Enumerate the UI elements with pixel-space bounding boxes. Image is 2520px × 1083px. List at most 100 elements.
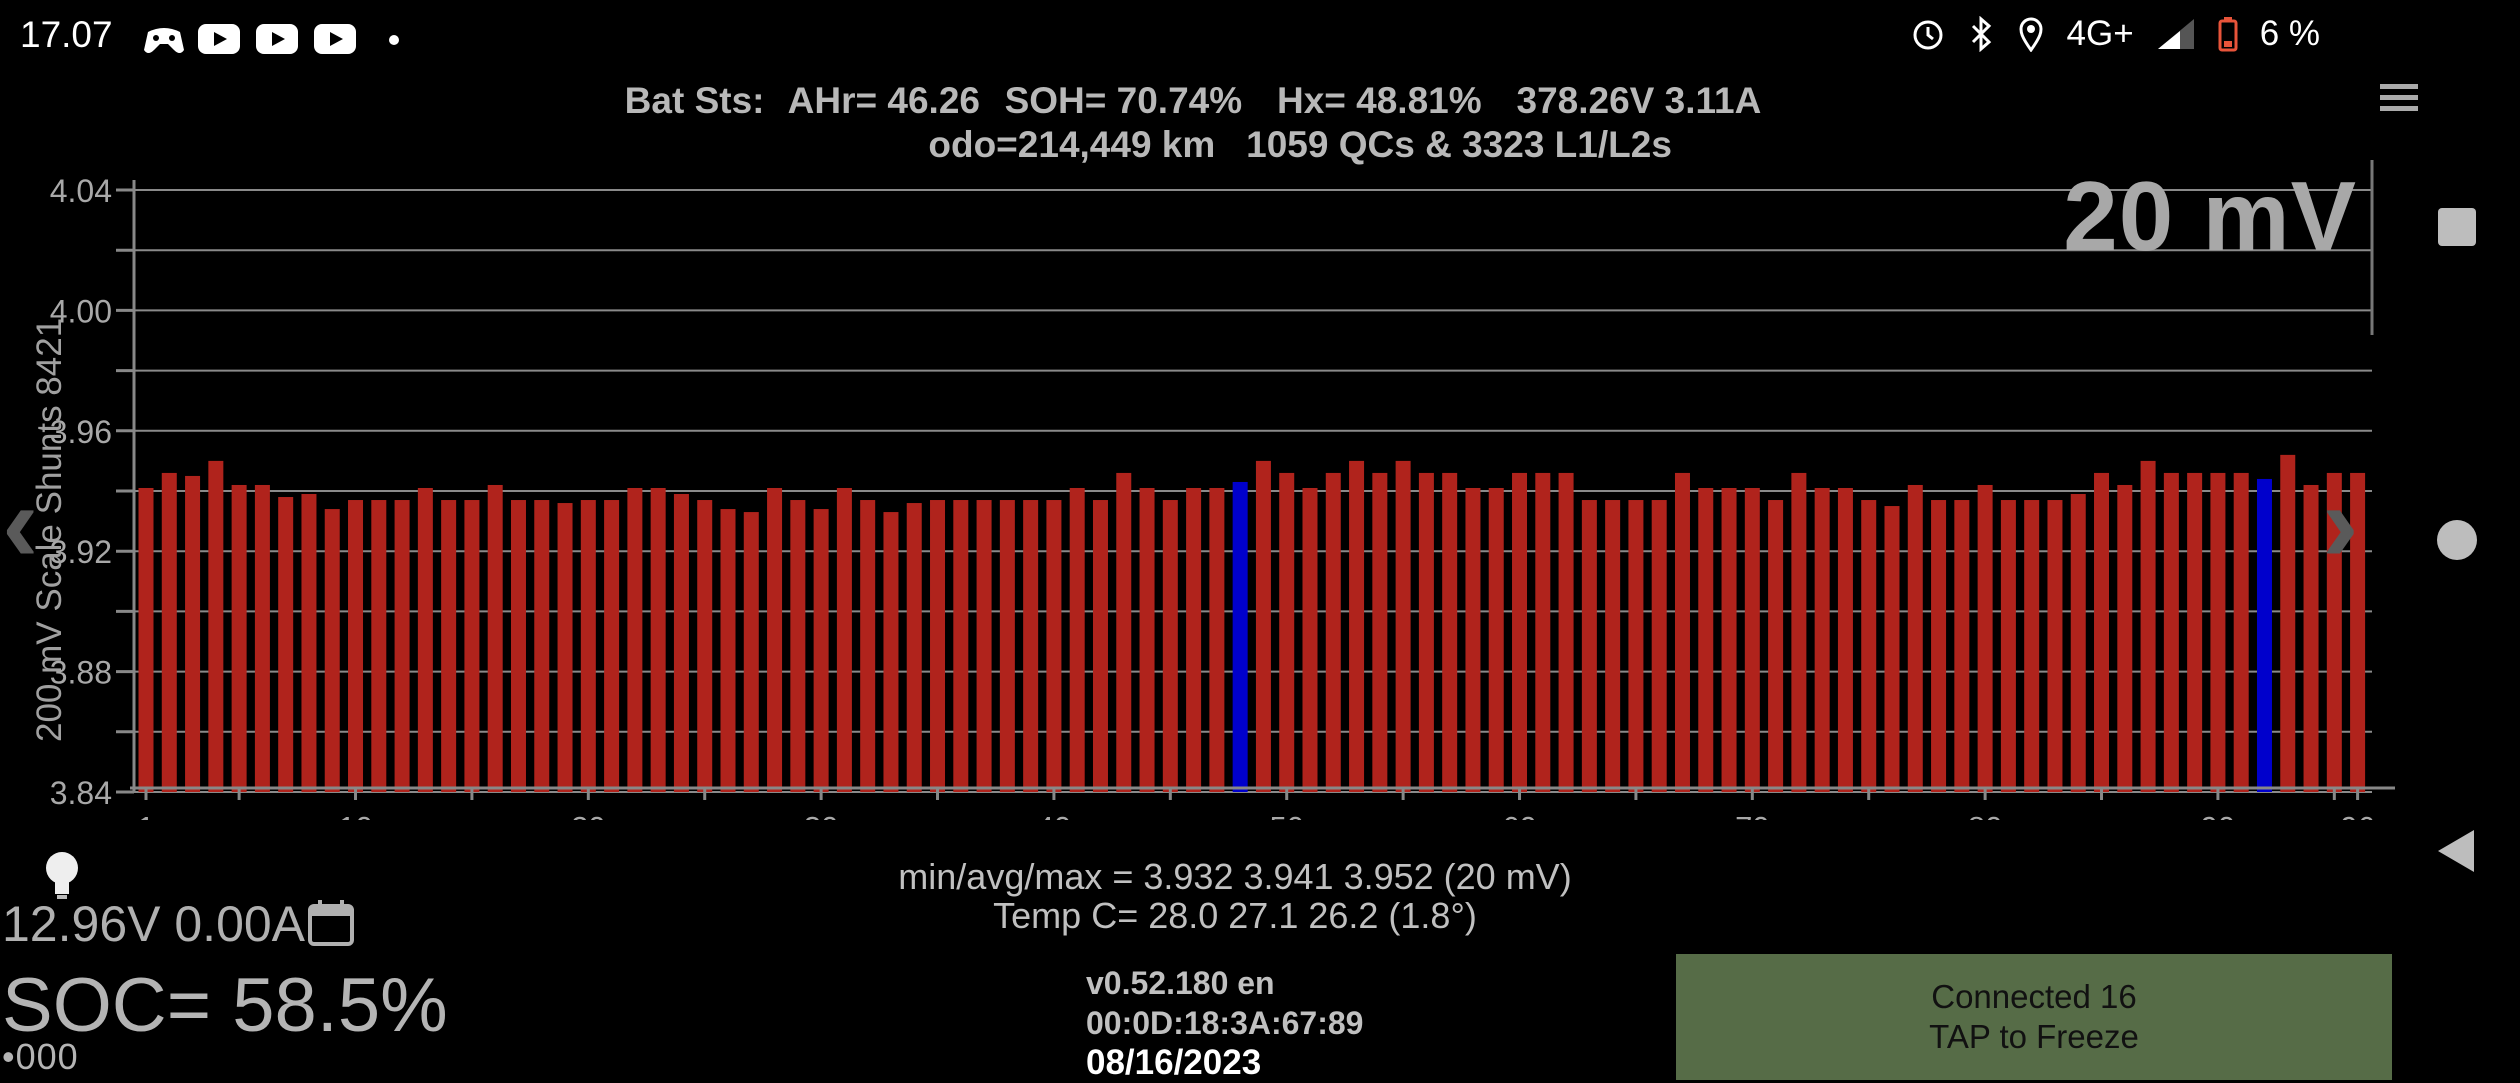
cell-bar-31 bbox=[836, 487, 852, 792]
signal-icon bbox=[2157, 19, 2194, 49]
x-tick-label: 1 bbox=[137, 810, 154, 820]
cell-bar-23 bbox=[650, 487, 666, 792]
nav-home-button[interactable] bbox=[2437, 520, 2477, 560]
cell-bar-85 bbox=[2094, 472, 2110, 792]
cell-bar-89 bbox=[2187, 472, 2203, 792]
y-tick-label: 3.96 bbox=[50, 414, 112, 450]
cell-bar-11 bbox=[371, 500, 387, 792]
cell-bar-88 bbox=[2163, 472, 2179, 792]
cell-bar-50 bbox=[1279, 472, 1295, 792]
nav-recents-button[interactable] bbox=[2438, 208, 2476, 246]
cell-bar-24 bbox=[673, 494, 689, 792]
cell-bar-14 bbox=[441, 500, 457, 792]
cell-bar-62 bbox=[1558, 472, 1574, 792]
chevron-right-icon[interactable]: › bbox=[2322, 462, 2359, 585]
x-tick-label: 60 bbox=[1502, 810, 1536, 820]
y-tick-label: 3.92 bbox=[50, 534, 112, 570]
cell-bar-18 bbox=[534, 500, 550, 792]
network-type: 4G+ bbox=[2066, 14, 2134, 53]
location-icon bbox=[2019, 17, 2043, 52]
cell-bar-72 bbox=[1791, 472, 1807, 792]
cell-bar-54 bbox=[1372, 472, 1388, 792]
battery-low-icon bbox=[2218, 17, 2238, 52]
x-tick-label: 40 bbox=[1037, 810, 1071, 820]
x-tick-label: 10 bbox=[338, 810, 372, 820]
dot-icon bbox=[389, 35, 399, 45]
nav-back-button[interactable] bbox=[2434, 828, 2478, 874]
cell-bar-95 bbox=[2326, 472, 2342, 792]
cell-bar-83 bbox=[2047, 500, 2063, 792]
cell-bar-16 bbox=[487, 484, 503, 792]
cell-bar-15 bbox=[464, 500, 480, 792]
cell-bar-28 bbox=[767, 487, 783, 792]
cell-bar-84 bbox=[2070, 494, 2086, 792]
temperature-stats: Temp C= 28.0 27.1 26.2 (1.8°) bbox=[993, 895, 1477, 936]
battery-status-line: Bat Sts: AHr= 46.26 SOH= 70.74% Hx= 48.8… bbox=[0, 80, 2390, 122]
cell-bar-4 bbox=[208, 460, 224, 792]
min-avg-max: min/avg/max = 3.932 3.941 3.952 (20 mV) bbox=[898, 856, 1572, 897]
status-icons-right: 4G+ 6 % bbox=[1911, 14, 2320, 54]
y-tick-label: 4.00 bbox=[50, 293, 112, 329]
odometer-value: odo=214,449 km bbox=[928, 124, 1216, 165]
x-tick-label: 20 bbox=[571, 810, 605, 820]
cell-bar-86 bbox=[2117, 484, 2133, 792]
scale-label[interactable]: 20 mV bbox=[2063, 161, 2357, 271]
adapter-mac: 00:0D:18:3A:67:89 bbox=[1086, 1005, 1364, 1041]
cell-bar-96 bbox=[2350, 472, 2366, 792]
cell-bar-56 bbox=[1418, 472, 1434, 792]
pack-volt-amp: 378.26V 3.11A bbox=[1516, 80, 1762, 121]
odometer-line: odo=214,449 km 1059 QCs & 3323 L1/L2s bbox=[0, 124, 2390, 166]
connected-label: Connected 16 bbox=[1931, 978, 2137, 1015]
y-axis-ticks: 4.04 4.00 3.96 3.92 3.88 3.84 bbox=[50, 173, 134, 811]
chevron-left-icon[interactable]: ‹ bbox=[2, 462, 39, 585]
app-version: v0.52.180 en bbox=[1086, 965, 1275, 1001]
cell-bar-67 bbox=[1674, 472, 1690, 792]
connect-freeze-button[interactable]: Connected 16 TAP to Freeze bbox=[1676, 954, 2392, 1080]
cell-bar-6 bbox=[254, 484, 270, 792]
y-tick-label: 4.04 bbox=[50, 173, 112, 209]
cell-bar-75 bbox=[1861, 500, 1877, 792]
hx-value: Hx= 48.81% bbox=[1276, 80, 1482, 121]
bluetooth-icon bbox=[1971, 16, 1991, 52]
cell-bar-71 bbox=[1768, 500, 1784, 792]
menu-icon[interactable] bbox=[2380, 80, 2418, 116]
aux-battery-readout: 12.96V 0.00A bbox=[2, 896, 306, 952]
cell-bar-35 bbox=[930, 500, 946, 792]
chart-grid bbox=[134, 189, 2372, 793]
cell-bar-37 bbox=[976, 500, 992, 792]
cell-voltage-chart[interactable]: 4.04 4.00 3.96 3.92 3.88 3.84 1 10 20 30 40 50 60 70… bbox=[0, 160, 2400, 820]
version-date: 08/16/2023 bbox=[1086, 1043, 1262, 1082]
cell-bar-20 bbox=[580, 500, 596, 792]
cell-bar-49 bbox=[1255, 460, 1271, 792]
calendar-icon[interactable] bbox=[306, 898, 356, 948]
cell-bar-77 bbox=[1907, 484, 1923, 792]
cell-bar-65 bbox=[1628, 500, 1644, 792]
cell-bar-57 bbox=[1442, 472, 1458, 792]
cell-bar-30 bbox=[813, 509, 829, 792]
cell-bar-61 bbox=[1535, 472, 1551, 792]
charge-counts: 1059 QCs & 3323 L1/L2s bbox=[1246, 124, 1672, 165]
status-time: 17.07 bbox=[20, 14, 113, 55]
x-tick-label: 50 bbox=[1269, 810, 1303, 820]
cell-bar-69 bbox=[1721, 487, 1737, 792]
cell-bar-60 bbox=[1512, 472, 1528, 792]
cell-bar-13 bbox=[417, 487, 433, 792]
lightbulb-icon[interactable] bbox=[38, 848, 86, 902]
cell-bar-43 bbox=[1116, 472, 1132, 792]
cell-bar-81 bbox=[2000, 500, 2016, 792]
battery-percent: 6 % bbox=[2259, 14, 2320, 53]
cell-bar-87 bbox=[2140, 460, 2156, 792]
cell-bar-53 bbox=[1349, 460, 1365, 792]
tap-to-freeze-label: TAP to Freeze bbox=[1929, 1018, 2139, 1055]
cell-bar-42 bbox=[1092, 500, 1108, 792]
game-controller-icon bbox=[144, 28, 184, 53]
cell-bar-12 bbox=[394, 500, 410, 792]
cell-bar-79 bbox=[1954, 500, 1970, 792]
cell-bar-66 bbox=[1651, 500, 1667, 792]
cell-bar-36 bbox=[953, 500, 969, 792]
x-tick-label: 70 bbox=[1735, 810, 1769, 820]
cell-bar-63 bbox=[1581, 500, 1597, 792]
youtube-icon bbox=[256, 24, 298, 54]
cell-bar-21 bbox=[604, 500, 620, 792]
cell-bar-7 bbox=[278, 497, 294, 792]
